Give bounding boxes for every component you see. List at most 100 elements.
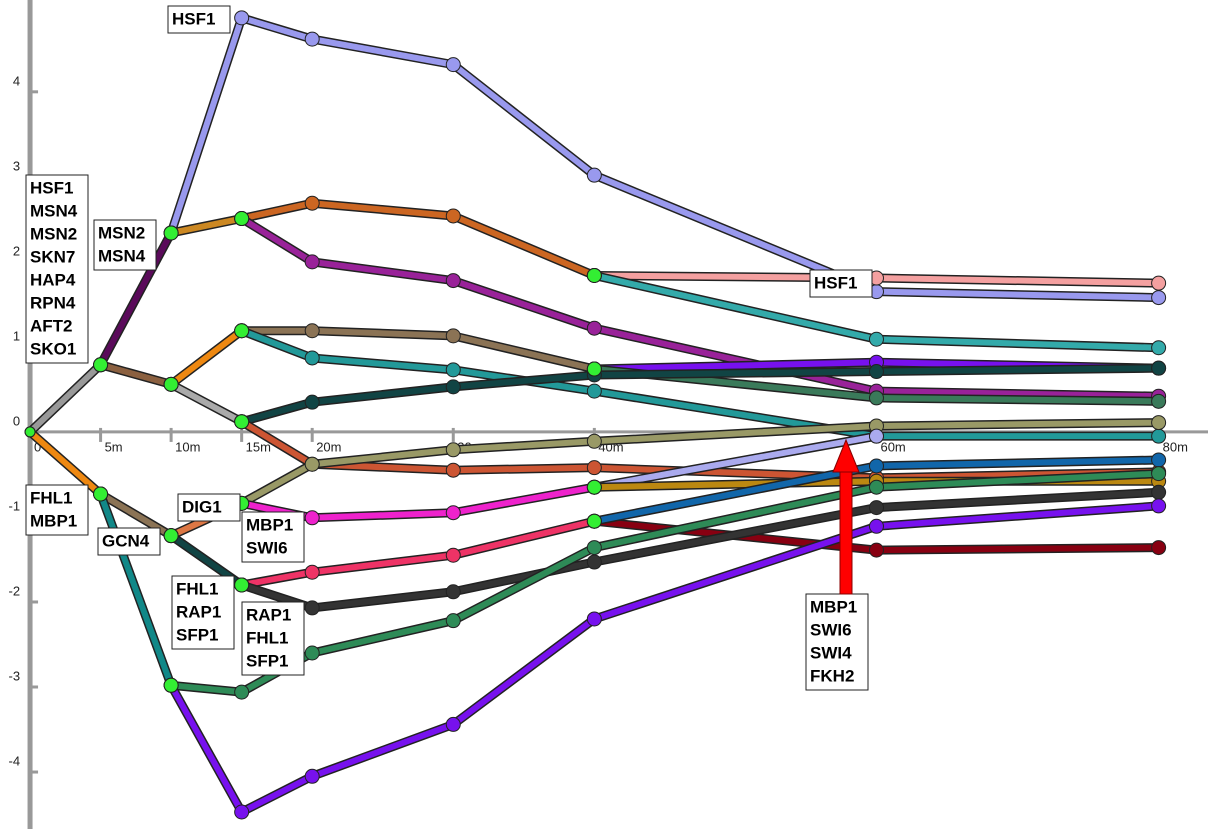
annotation-text: SWI4 <box>810 643 852 662</box>
split-node <box>234 323 250 339</box>
annotation-box <box>241 511 305 563</box>
split-node <box>163 677 179 693</box>
node <box>304 510 320 526</box>
annotation: RAP1 FHL1 SFP1 <box>241 601 305 676</box>
branch <box>241 518 596 588</box>
node <box>586 320 602 336</box>
branch <box>240 215 1159 400</box>
annotation-text: FHL1 <box>176 579 219 598</box>
annotation-text: HSF1 <box>814 273 857 292</box>
y-tick-label: -1 <box>8 498 20 513</box>
annotation-text: MSN4 <box>98 246 146 265</box>
node <box>445 442 461 458</box>
node <box>868 500 884 516</box>
node <box>445 273 461 289</box>
node <box>868 428 884 444</box>
node <box>1151 484 1167 500</box>
branch <box>97 492 174 687</box>
annotations: HSF1 HSF1 MSN4 MSN2 SKN7 HAP4 RPN4 AFT2 SKO1 MSN2… <box>25 5 873 691</box>
annotation-box <box>167 5 231 34</box>
node <box>868 479 884 495</box>
node <box>445 613 461 629</box>
arrow <box>832 438 860 595</box>
annotation-text: MBP1 <box>30 511 77 530</box>
node <box>304 456 320 472</box>
node <box>445 328 461 344</box>
node <box>868 518 884 534</box>
x-tick-label: 80m <box>1163 439 1188 454</box>
node <box>445 462 461 478</box>
arrow-head <box>832 438 860 473</box>
annotation-text: SWI6 <box>810 620 852 639</box>
branch <box>169 381 244 425</box>
annotation-text: MSN2 <box>30 224 77 243</box>
split-node <box>163 376 179 392</box>
branch <box>593 433 878 491</box>
annotation-text: HSF1 <box>30 178 73 197</box>
y-tick-label: 0 <box>13 413 20 428</box>
annotation-text: FHL1 <box>246 628 289 647</box>
annotation: MSN2 MSN4 <box>93 219 157 271</box>
branch <box>169 328 244 387</box>
node <box>1151 290 1167 306</box>
node <box>868 390 884 406</box>
node <box>1151 428 1167 444</box>
node <box>1151 393 1167 409</box>
node <box>304 323 320 339</box>
split-node <box>234 577 250 593</box>
branch <box>240 419 1159 506</box>
node <box>445 505 461 521</box>
node <box>304 254 320 270</box>
split-node <box>586 513 602 529</box>
annotation: FHL1 MBP1 <box>25 484 89 536</box>
annotation-box <box>177 493 241 522</box>
annotation: FHL1 RAP1 SFP1 <box>171 575 235 650</box>
annotation-box <box>241 601 305 676</box>
annotation-text: GCN4 <box>102 531 150 550</box>
annotation-text: SWI6 <box>246 538 288 557</box>
annotation-text: SKN7 <box>30 247 75 266</box>
split-node <box>234 414 250 430</box>
node <box>868 331 884 347</box>
node <box>445 362 461 378</box>
annotation-box <box>93 219 157 271</box>
annotation-text: FKH2 <box>810 666 854 685</box>
node <box>445 547 461 563</box>
branch <box>241 200 596 279</box>
node <box>445 379 461 395</box>
annotation-text: RAP1 <box>176 602 221 621</box>
node <box>586 460 602 476</box>
split-node <box>24 426 36 438</box>
branch <box>27 362 103 435</box>
arrow-shaft <box>839 469 853 595</box>
y-tick-label: 2 <box>13 243 20 258</box>
node <box>1151 498 1167 514</box>
y-tick-label: -2 <box>8 583 20 598</box>
node <box>304 564 320 580</box>
annotation-text: AFT2 <box>30 316 73 335</box>
annotation-box <box>25 484 89 536</box>
node <box>304 195 320 211</box>
branch <box>170 215 243 236</box>
node <box>586 540 602 556</box>
node <box>1151 452 1167 468</box>
branch <box>99 361 172 388</box>
node <box>1151 360 1167 376</box>
annotation-text: MSN4 <box>30 201 78 220</box>
node <box>234 804 250 820</box>
split-node <box>586 479 602 495</box>
node <box>868 458 884 474</box>
x-tick-label: 0 <box>34 439 41 454</box>
node <box>586 167 602 183</box>
branch <box>240 365 1159 425</box>
annotation-text: SKO1 <box>30 339 76 358</box>
x-tick-label: 20m <box>316 439 341 454</box>
annotation: MBP1 SWI6 SWI4 FKH2 <box>805 593 869 691</box>
node <box>1151 466 1167 482</box>
annotation: HSF1 <box>167 5 231 34</box>
node <box>234 10 250 26</box>
node <box>445 584 461 600</box>
node <box>304 31 320 47</box>
annotation-text: DIG1 <box>182 497 222 516</box>
